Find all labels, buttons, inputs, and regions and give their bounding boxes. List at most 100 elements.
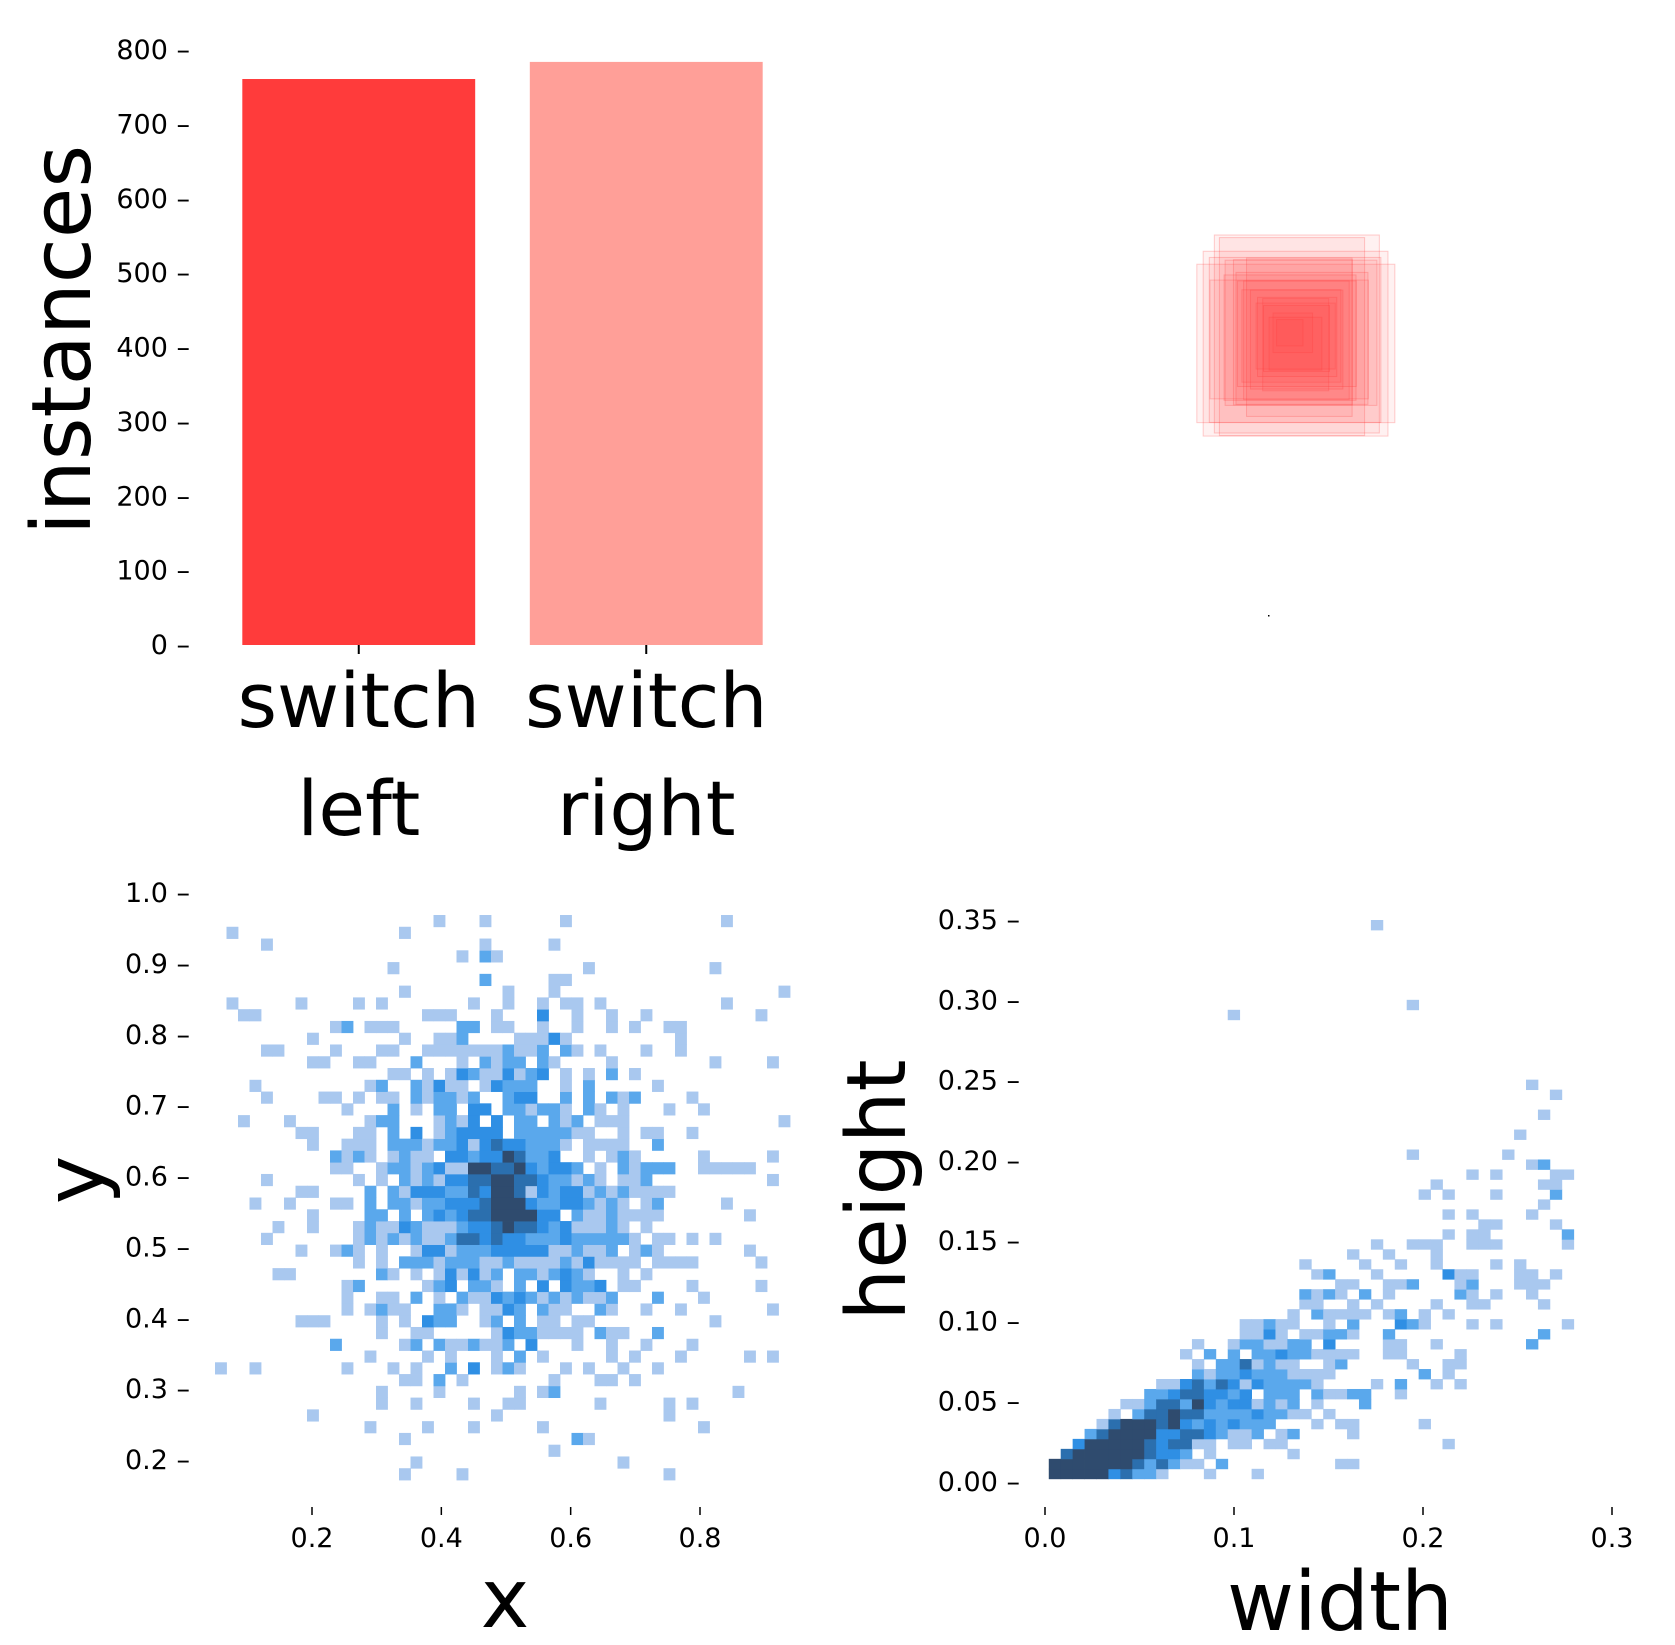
heatmap-cell: [1239, 1398, 1253, 1410]
heatmap-cell: [1311, 1299, 1324, 1310]
heatmap-cell: [629, 1244, 641, 1257]
heatmap-cell: [445, 1032, 457, 1045]
heatmap-cell: [1180, 1418, 1193, 1430]
heatmap-cell: [548, 1150, 561, 1163]
heatmap-cell: [617, 1091, 630, 1104]
heatmap-cell: [514, 1138, 526, 1151]
heatmap-cell: [491, 1056, 503, 1069]
heatmap-cell: [249, 1009, 262, 1022]
heatmap-cell: [606, 1338, 618, 1351]
heatmap-cell: [433, 1315, 446, 1328]
heatmap-cell: [1537, 1299, 1551, 1310]
heatmap-cell: [376, 1079, 388, 1092]
heatmap-cell: [433, 1079, 446, 1092]
heatmap-cell: [1239, 1359, 1253, 1370]
heatmap-cell: [1358, 1289, 1372, 1300]
heatmap-cell: [571, 1315, 584, 1328]
heatmap-cell: [1275, 1319, 1288, 1330]
heatmap-cell: [456, 1291, 469, 1304]
heatmap-cell: [663, 1232, 676, 1245]
heatmap-cell: [341, 1303, 354, 1316]
heatmap-cell: [560, 1032, 572, 1045]
heatmap-cell: [675, 1303, 687, 1316]
heatmap-cell: [445, 1126, 457, 1140]
heatmap-cell: [560, 1244, 572, 1257]
heatmap-cell: [652, 1138, 664, 1151]
heatmap-cell: [1406, 1149, 1420, 1160]
heatmap-cell: [341, 1291, 354, 1304]
heatmap-cell: [422, 1244, 434, 1257]
heatmap-cell: [1215, 1398, 1229, 1410]
heatmap-cell: [445, 1268, 457, 1281]
heatmap-cell: [399, 1221, 411, 1234]
heatmap-cell: [422, 1150, 434, 1163]
heatmap-cell: [399, 1338, 411, 1351]
heatmap-cell: [640, 1173, 653, 1187]
bar-y-tick-label: 200 –: [116, 481, 190, 512]
heatmap-cell: [445, 1079, 457, 1092]
heatmap-cell: [387, 1044, 400, 1057]
heatmap-cell: [571, 1162, 584, 1175]
heatmap-cell: [468, 1232, 480, 1245]
heatmap-cell: [479, 1056, 492, 1069]
bounding-box-7: [1208, 256, 1382, 423]
heatmap-cell: [318, 1315, 331, 1328]
wh-x-tick-label: 0.2: [1402, 1523, 1445, 1554]
heatmap-cell: [468, 1185, 480, 1198]
heatmap-cell: [1156, 1468, 1169, 1480]
wh-y-tick-label: 0.20 –: [938, 1146, 1020, 1177]
heatmap-cell: [629, 1209, 641, 1222]
heatmap-cell: [387, 1103, 400, 1116]
heatmap-cell: [387, 1091, 400, 1104]
heatmap-cell: [1191, 1418, 1205, 1430]
heatmap-cell: [1180, 1428, 1193, 1440]
heatmap-cell: [1430, 1239, 1443, 1250]
heatmap-cell: [594, 997, 607, 1010]
heatmap-cell: [514, 1291, 526, 1304]
heatmap-cell: [698, 1103, 710, 1116]
heatmap-cell: [1239, 1438, 1253, 1450]
heatmap-cell: [1561, 1239, 1575, 1250]
xy-x-tick-label: 0.6: [549, 1523, 592, 1554]
heatmap-cell: [456, 1044, 469, 1057]
heatmap-cell: [1514, 1129, 1527, 1140]
heatmap-cell: [537, 1303, 549, 1316]
bar-0: [242, 79, 476, 646]
heatmap-cell: [1549, 1169, 1563, 1180]
heatmap-cell: [479, 1079, 492, 1092]
heatmap-cell: [387, 1138, 400, 1151]
heatmap-cell: [548, 1209, 561, 1222]
heatmap-cell: [1275, 1349, 1288, 1360]
heatmap-cell: [284, 1197, 296, 1210]
heatmap-cell: [479, 1162, 492, 1175]
heatmap-cell: [1096, 1418, 1109, 1430]
heatmap-cell: [491, 1409, 503, 1422]
bar-y-tick-label: 400 –: [116, 333, 190, 364]
heatmap-cell: [261, 1232, 273, 1245]
heatmap-cell: [399, 1374, 411, 1387]
heatmap-cell: [1418, 1239, 1431, 1250]
heatmap-cell: [1442, 1269, 1455, 1280]
heatmap-cell: [399, 1468, 411, 1481]
heatmap-cell: [1144, 1418, 1157, 1430]
heatmap-cell: [456, 1338, 469, 1351]
heatmap-cell: [1275, 1398, 1288, 1410]
heatmap-cell: [479, 1279, 492, 1293]
heatmap-cell: [1180, 1458, 1193, 1470]
heatmap-cell: [249, 1079, 262, 1092]
heatmap-cell: [1287, 1319, 1300, 1330]
heatmap-cell: [1323, 1289, 1336, 1300]
heatmap-cell: [709, 1162, 722, 1175]
heatmap-cell: [1132, 1458, 1145, 1470]
heatmap-cell: [698, 1150, 710, 1163]
heatmap-cell: [399, 1173, 411, 1187]
heatmap-cell: [560, 1268, 572, 1281]
heatmap-cell: [1323, 1329, 1336, 1340]
heatmap-cell: [353, 1256, 365, 1269]
heatmap-cell: [468, 1279, 480, 1293]
heatmap-cell: [491, 1020, 503, 1034]
heatmap-cell: [1275, 1329, 1288, 1340]
xy-heatmap-panel: 0.2 – 0.3 – 0.4 – 0.5 – 0.6 – 0.7 – 0.8 – 0.9 –…: [28, 878, 791, 1645]
heatmap-cell: [1466, 1279, 1479, 1290]
heatmap-cell: [387, 1150, 400, 1163]
